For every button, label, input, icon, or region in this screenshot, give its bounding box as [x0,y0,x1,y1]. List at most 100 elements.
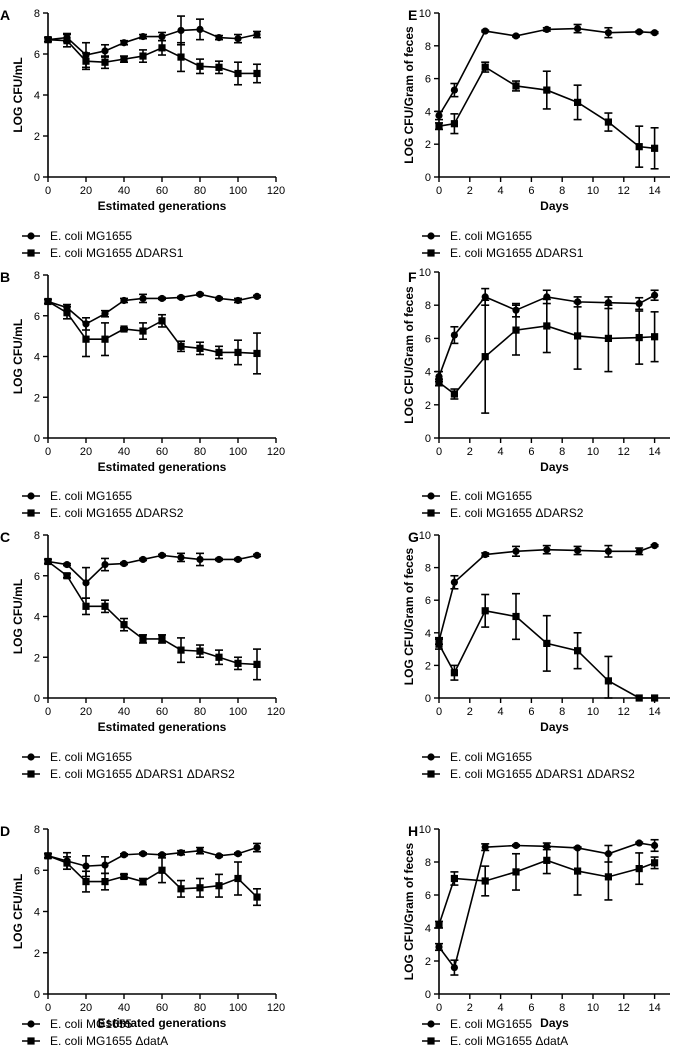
legend-marker [427,1020,435,1028]
data-point [635,694,643,702]
x-tick-label: 80 [194,706,206,718]
legend-marker [427,232,435,240]
legend-label: E. coli MG1655 [50,750,132,764]
data-point [177,553,185,562]
data-point [651,291,659,299]
series-mutant [44,33,261,86]
x-tick-label: 8 [559,185,565,197]
panel-g: G 0 2 4 6 8 10 0 2 4 6 8 10 12 14 Days LOG CFU/Gram of f… [402,529,670,781]
x-tick-label: 14 [648,1002,660,1014]
data-point [82,335,90,343]
x-tick-label: 80 [194,185,206,197]
data-point [177,646,185,654]
data-point [253,69,261,78]
data-point [196,647,204,655]
data-point [450,578,458,586]
x-tick-label: 120 [267,185,285,197]
x-tick-label: 0 [436,446,442,458]
x-tick-label: 100 [229,706,247,718]
y-tick-label: 8 [425,300,431,312]
x-tick-label: 120 [267,1002,285,1014]
x-tick-label: 6 [528,446,534,458]
data-point [139,555,147,564]
data-point [82,57,90,65]
data-point [481,353,489,361]
legend-label: E. coli MG1655 ΔdatA [450,1034,568,1048]
y-tick-label: 10 [419,530,431,542]
panel-f: F 0 2 4 6 8 10 0 2 4 6 8 10 12 14 Days LOG CFU/Gram of f… [402,267,670,520]
legend-label: E. coli MG1655 [50,229,132,243]
x-tick-label: 60 [156,185,168,197]
series-mutant [435,846,659,929]
data-point [604,118,612,126]
data-point [63,309,71,317]
data-point [120,559,128,568]
x-axis-title: Estimated generations [98,460,227,474]
legend-label: E. coli MG1655 ΔDARS2 [50,506,184,520]
y-tick-label: 6 [425,333,431,345]
x-tick-label: 60 [156,706,168,718]
x-tick-label: 120 [267,706,285,718]
panel-letter: D [0,823,10,839]
data-point [101,602,109,610]
data-point [120,296,128,305]
y-tick-label: 6 [34,49,40,61]
data-point [574,867,582,875]
data-point [82,579,90,587]
y-axis-title: LOG CFU/Gram of feces [402,548,416,686]
data-point [481,293,489,301]
data-point [481,607,489,615]
data-point [512,32,520,40]
x-tick-label: 6 [528,1002,534,1014]
data-point [158,44,166,52]
data-point [215,852,223,860]
series-line [47,554,258,584]
data-point [63,572,71,580]
x-tick-label: 100 [229,446,247,458]
x-tick-label: 14 [648,185,660,197]
data-point [253,660,261,668]
legend-label: E. coli MG1655 ΔdatA [50,1034,168,1048]
series-line [47,300,258,355]
data-point [234,296,242,305]
y-tick-label: 6 [425,890,431,902]
x-axis-title: Days [540,720,569,734]
y-tick-label: 4 [34,90,40,102]
data-point [101,335,109,343]
data-point [196,290,204,298]
data-point [635,547,643,555]
y-axis-title: LOG CFU/Gram of feces [402,286,416,424]
x-tick-label: 100 [229,185,247,197]
x-tick-label: 8 [559,706,565,718]
data-point [450,874,458,883]
series-line [47,855,258,898]
legend-marker [27,232,35,240]
x-tick-label: 4 [498,1002,504,1014]
panel-letter: B [0,269,10,285]
data-point [253,30,261,39]
x-tick-label: 10 [587,1002,599,1014]
x-tick-label: 12 [618,446,630,458]
legend-label: E. coli MG1655 [450,1017,532,1031]
legend: E. coli MG1655 E. coli MG1655 ΔDARS2 [422,489,584,520]
y-tick-label: 2 [34,652,40,664]
legend-label: E. coli MG1655 ΔDARS1 [450,246,584,260]
data-point [234,659,242,667]
data-point [604,873,612,881]
y-axis-title: LOG CFU/mL [11,57,25,132]
x-tick-label: 40 [118,706,130,718]
data-point [234,555,242,564]
y-tick-label: 8 [34,824,40,836]
data-point [101,58,109,66]
x-tick-label: 0 [45,706,51,718]
y-tick-label: 0 [34,172,40,184]
x-tick-label: 14 [648,446,660,458]
x-tick-label: 20 [80,706,92,718]
data-point [177,53,185,61]
data-point [139,32,147,41]
series-line [47,846,258,867]
x-tick-label: 80 [194,446,206,458]
x-tick-label: 10 [587,446,599,458]
data-point [253,843,261,852]
